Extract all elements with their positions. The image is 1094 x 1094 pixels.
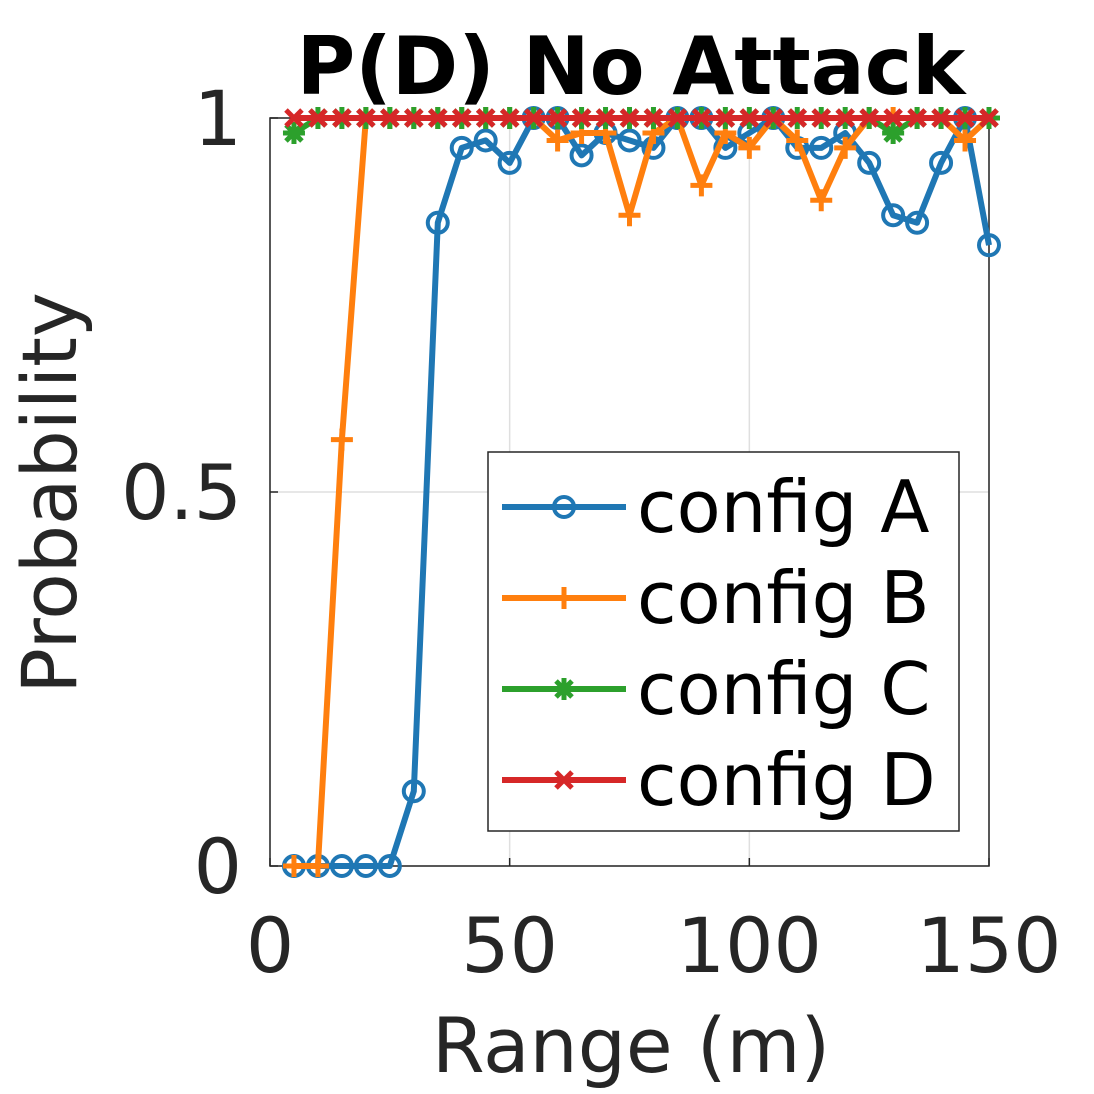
data-point: [329, 854, 354, 878]
data-point: [787, 108, 808, 128]
data-point: [977, 233, 1001, 258]
data-point: [618, 204, 641, 227]
data-point: [497, 150, 522, 175]
data-point: [523, 108, 544, 128]
data-point: [882, 121, 905, 144]
data-point: [473, 128, 498, 153]
data-point: [643, 108, 664, 128]
legend-label: config D: [637, 738, 936, 822]
legend-item: config B: [502, 556, 930, 640]
data-point: [356, 108, 376, 128]
data-point: [857, 150, 882, 175]
legend-label: config A: [637, 465, 929, 549]
chart-title: P(D) No Attack: [297, 20, 968, 113]
y-tick-label: 0: [194, 822, 242, 911]
series-group: [281, 106, 1001, 878]
data-point: [738, 136, 761, 159]
x-tick-label: 150: [916, 901, 1061, 990]
data-point: [905, 210, 930, 235]
data-point: [881, 203, 906, 228]
y-tick-label: 1: [194, 74, 242, 163]
legend-label: config C: [637, 647, 930, 731]
y-axis-label: Probability: [5, 292, 94, 694]
data-point: [282, 855, 305, 877]
data-point: [954, 129, 977, 152]
data-point: [553, 587, 575, 609]
y-tick-label: 0.5: [121, 448, 242, 537]
data-point: [715, 108, 736, 128]
data-point: [907, 108, 927, 128]
data-point: [306, 855, 329, 877]
data-point: [811, 108, 832, 128]
data-point: [284, 108, 304, 128]
data-point: [553, 678, 575, 700]
data-point: [332, 108, 352, 128]
data-point: [425, 210, 450, 235]
legend-item: config D: [502, 738, 936, 822]
data-point: [404, 108, 424, 128]
legend-item: config A: [502, 465, 929, 549]
data-point: [931, 108, 951, 128]
x-axis-label: Range (m): [432, 1001, 830, 1090]
x-tick-label: 0: [246, 901, 294, 990]
data-point: [979, 108, 999, 128]
data-point: [763, 108, 784, 128]
data-point: [834, 136, 857, 159]
data-point: [883, 108, 903, 128]
data-point: [786, 129, 809, 152]
data-point: [691, 108, 712, 128]
data-point: [835, 108, 855, 128]
data-point: [427, 108, 448, 128]
legend-label: config B: [637, 556, 930, 640]
series-config-a: [281, 106, 1001, 878]
data-point: [377, 854, 402, 878]
data-point: [380, 108, 400, 128]
data-point: [554, 770, 574, 790]
data-point: [475, 108, 496, 128]
data-point: [546, 129, 569, 152]
data-point: [955, 108, 975, 128]
data-point: [667, 108, 688, 128]
data-point: [451, 108, 472, 128]
data-point: [330, 428, 353, 451]
x-tick-label: 50: [461, 901, 558, 990]
data-point: [401, 779, 426, 804]
data-point: [547, 108, 568, 128]
data-point: [449, 135, 474, 160]
series-config-d: [284, 108, 999, 128]
data-point: [499, 108, 520, 128]
data-point: [859, 108, 879, 128]
data-point: [571, 108, 592, 128]
data-point: [353, 854, 378, 878]
data-point: [552, 495, 576, 519]
data-point: [569, 143, 594, 168]
data-point: [282, 121, 305, 144]
data-point: [810, 189, 833, 212]
data-point: [595, 108, 616, 128]
data-point: [690, 174, 713, 197]
x-tick-label: 100: [677, 901, 822, 990]
data-point: [308, 108, 328, 128]
axis-ticks: 0 50 100 150 0 0.5 1: [121, 74, 1061, 990]
data-point: [929, 150, 954, 175]
data-point: [619, 108, 640, 128]
data-point: [739, 108, 760, 128]
data-point: [809, 135, 834, 160]
data-point: [617, 128, 642, 153]
legend-item: config C: [502, 647, 930, 731]
